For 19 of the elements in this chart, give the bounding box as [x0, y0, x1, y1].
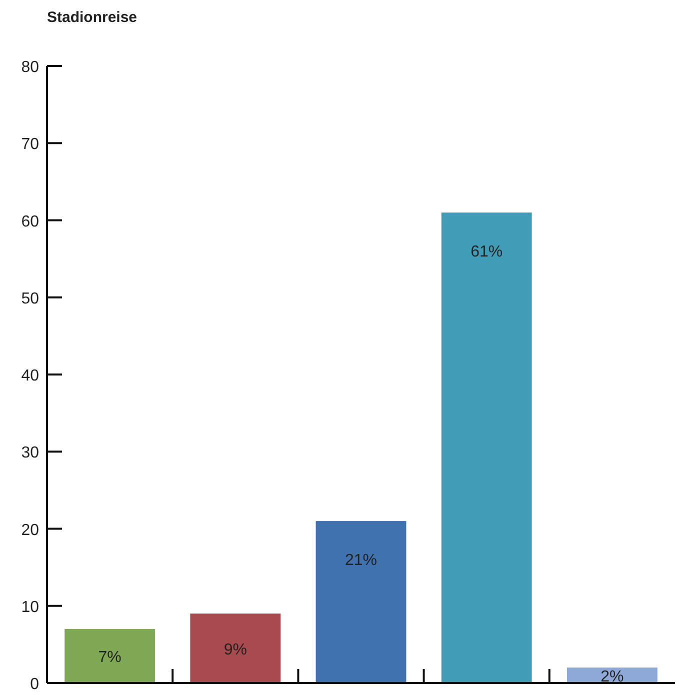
y-tick-label: 50 — [21, 290, 40, 308]
bar — [64, 629, 156, 683]
y-tick-label: 0 — [30, 676, 40, 693]
y-tick-label: 70 — [21, 136, 40, 154]
y-tick-label: 20 — [21, 522, 40, 539]
y-tick-label: 80 — [21, 59, 40, 76]
bar — [190, 614, 281, 683]
bar — [441, 212, 532, 683]
data-label: 61% — [470, 244, 503, 261]
data-label: 2% — [600, 668, 624, 686]
y-tick-label: 30 — [21, 444, 40, 462]
data-label: 21% — [344, 552, 378, 570]
bar — [316, 521, 406, 683]
chart-title: Stadionreise — [47, 9, 138, 26]
y-tick-label: 10 — [21, 598, 40, 616]
data-label: 9% — [224, 641, 247, 658]
y-tick-label: 60 — [21, 213, 40, 230]
y-tick-label: 40 — [21, 368, 40, 384]
data-label: 7% — [98, 649, 122, 666]
